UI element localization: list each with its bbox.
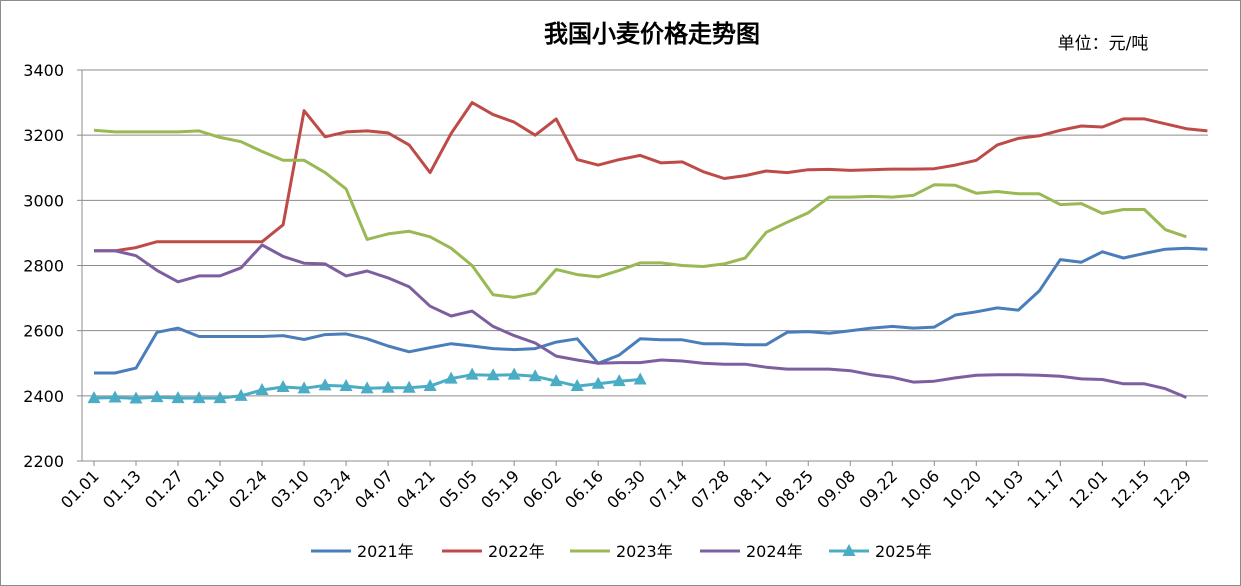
data-point-marker bbox=[633, 372, 647, 385]
legend-marker bbox=[842, 544, 856, 556]
y-tick-label: 3400 bbox=[23, 61, 64, 80]
y-tick-label: 2600 bbox=[23, 322, 64, 341]
data-point-marker bbox=[192, 391, 206, 404]
x-tick-label: 10.06 bbox=[897, 466, 943, 512]
x-tick-label: 06.02 bbox=[519, 466, 565, 512]
chart-title: 我国小麦价格走势图 bbox=[544, 19, 760, 48]
x-tick-label: 01.01 bbox=[57, 466, 103, 512]
y-tick-label: 3200 bbox=[23, 126, 64, 145]
x-tick-label: 12.01 bbox=[1065, 466, 1111, 512]
x-tick-label: 08.25 bbox=[771, 466, 817, 512]
data-point-marker bbox=[444, 371, 458, 384]
data-point-marker bbox=[87, 391, 101, 404]
series-line-3 bbox=[93, 128, 1187, 299]
legend-label: 2025年 bbox=[875, 542, 932, 561]
x-tick-label: 07.14 bbox=[645, 466, 691, 512]
x-tick-label: 01.27 bbox=[141, 466, 187, 512]
data-point-marker bbox=[528, 369, 542, 382]
data-point-marker bbox=[591, 376, 605, 389]
data-point-marker bbox=[360, 381, 374, 394]
legend-label: 2022年 bbox=[488, 542, 545, 561]
x-tick-label: 12.15 bbox=[1107, 466, 1153, 512]
legend-label: 2023年 bbox=[616, 542, 673, 561]
series-line-1 bbox=[94, 246, 1208, 375]
x-tick-label: 03.24 bbox=[309, 466, 355, 512]
data-point-marker bbox=[318, 378, 332, 391]
y-tick-label: 2400 bbox=[23, 387, 64, 406]
x-tick-label: 02.10 bbox=[183, 466, 229, 512]
x-tick-label: 12.29 bbox=[1149, 466, 1195, 512]
x-tick-label: 04.21 bbox=[393, 466, 439, 512]
legend-label: 2024年 bbox=[746, 542, 803, 561]
data-point-marker bbox=[507, 367, 521, 380]
data-point-marker bbox=[402, 380, 416, 393]
data-point-marker bbox=[339, 379, 353, 392]
x-tick-label: 06.16 bbox=[561, 466, 607, 512]
x-tick-label: 02.24 bbox=[225, 466, 271, 512]
series-lines bbox=[87, 101, 1208, 404]
x-tick-label: 11.17 bbox=[1023, 466, 1069, 512]
x-tick-label: 08.11 bbox=[729, 466, 775, 512]
data-point-marker bbox=[570, 379, 584, 392]
x-tick-label: 06.30 bbox=[603, 466, 649, 512]
x-axis-ticks: 01.0101.1301.2702.1002.2403.1003.2404.07… bbox=[57, 461, 1195, 512]
y-tick-label: 3000 bbox=[23, 191, 64, 210]
y-axis-ticks: 2200 2400 2600 2800 3000 3200 3400 bbox=[23, 61, 82, 471]
data-point-marker bbox=[381, 380, 395, 393]
y-tick-label: 2200 bbox=[23, 452, 64, 471]
data-point-marker bbox=[297, 381, 311, 394]
data-point-marker bbox=[150, 390, 164, 403]
data-point-marker bbox=[255, 382, 269, 395]
x-tick-label: 11.03 bbox=[981, 466, 1027, 512]
data-point-marker bbox=[423, 379, 437, 392]
x-tick-label: 05.19 bbox=[477, 466, 523, 512]
data-point-marker bbox=[129, 391, 143, 404]
data-point-marker bbox=[276, 380, 290, 393]
y-tick-label: 2800 bbox=[23, 257, 64, 276]
x-tick-label: 07.28 bbox=[687, 466, 733, 512]
legend-label: 2021年 bbox=[357, 542, 414, 561]
data-point-marker bbox=[234, 388, 248, 401]
series-line-4 bbox=[94, 243, 1187, 399]
x-tick-label: 01.13 bbox=[99, 466, 145, 512]
x-tick-label: 04.07 bbox=[351, 466, 397, 512]
data-point-marker bbox=[213, 391, 227, 404]
data-point-marker bbox=[612, 374, 626, 387]
legend: 2021年 2022年 2023年 2024年 2025年 bbox=[311, 542, 932, 561]
x-tick-label: 03.10 bbox=[267, 466, 313, 512]
data-point-marker bbox=[171, 391, 185, 404]
x-tick-label: 05.05 bbox=[435, 466, 481, 512]
data-point-marker bbox=[465, 367, 479, 380]
unit-label: 单位：元/吨 bbox=[1058, 34, 1149, 54]
x-tick-label: 09.22 bbox=[855, 466, 901, 512]
series-line-2 bbox=[94, 101, 1208, 253]
data-point-marker bbox=[108, 390, 122, 403]
x-tick-label: 09.08 bbox=[813, 466, 859, 512]
gridlines bbox=[81, 69, 1208, 462]
data-point-marker bbox=[549, 374, 563, 387]
data-point-marker bbox=[486, 368, 500, 381]
x-tick-label: 10.20 bbox=[939, 466, 985, 512]
